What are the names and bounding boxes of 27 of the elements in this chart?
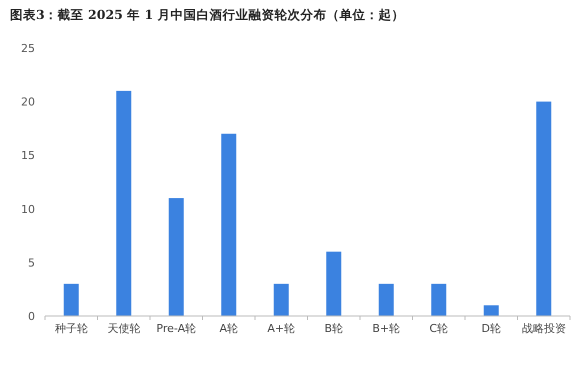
x-tick-label: B轮 bbox=[324, 322, 344, 335]
x-tick-label: Pre-A轮 bbox=[156, 322, 196, 335]
chart-title: 图表3：截至 2025 年 1 月中国白酒行业融资轮次分布（单位：起） bbox=[10, 7, 405, 22]
bar bbox=[378, 284, 394, 316]
x-tick-label: B+轮 bbox=[372, 322, 400, 335]
bar bbox=[168, 198, 184, 316]
bar bbox=[326, 252, 342, 316]
bar bbox=[221, 134, 236, 316]
bar bbox=[536, 102, 552, 316]
bar bbox=[484, 305, 499, 316]
x-tick-label: A+轮 bbox=[267, 322, 296, 335]
x-tick-label: C轮 bbox=[429, 322, 448, 335]
y-tick-label: 0 bbox=[28, 310, 35, 323]
y-tick-label: 10 bbox=[21, 202, 35, 216]
y-tick-label: 20 bbox=[21, 96, 35, 109]
bar bbox=[431, 284, 446, 316]
x-tick-label: D轮 bbox=[482, 322, 501, 335]
y-tick-label: 5 bbox=[28, 256, 35, 270]
bar bbox=[64, 284, 79, 316]
bar bbox=[274, 284, 289, 316]
y-tick-label: 25 bbox=[21, 42, 35, 55]
x-tick-label: 战略投资 bbox=[522, 322, 566, 335]
x-tick-label: 天使轮 bbox=[107, 322, 140, 335]
x-tick-label: 种子轮 bbox=[54, 322, 88, 335]
x-tick-label: A轮 bbox=[219, 322, 238, 335]
y-tick-label: 15 bbox=[21, 149, 35, 162]
bar bbox=[116, 90, 132, 316]
